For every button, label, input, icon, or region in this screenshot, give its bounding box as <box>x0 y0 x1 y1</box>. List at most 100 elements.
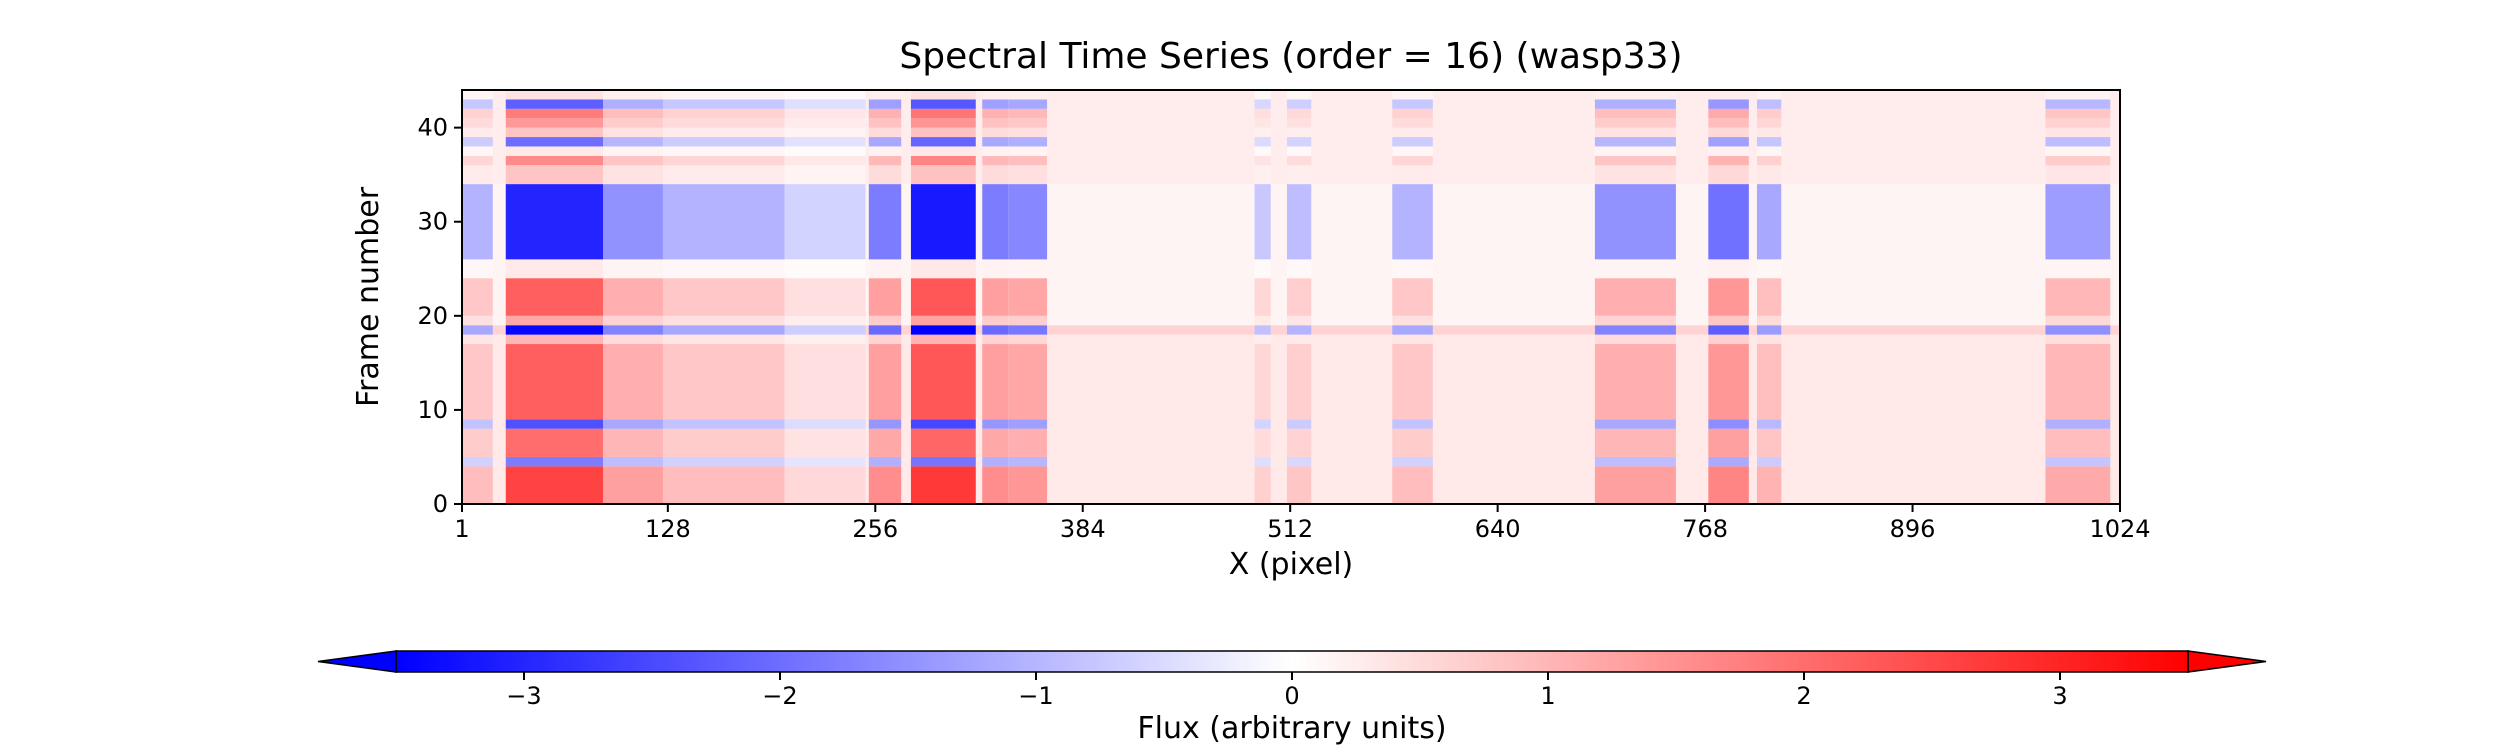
heatmap-cell <box>1708 278 1749 316</box>
heatmap-cell <box>784 127 866 138</box>
heatmap-cell <box>868 419 902 429</box>
heatmap-cell <box>1392 325 1433 335</box>
heatmap-cell <box>1594 334 1676 345</box>
heatmap-cell <box>1594 90 1676 100</box>
heatmap-cell <box>1254 419 1271 429</box>
heatmap-cell <box>1594 108 1676 119</box>
heatmap-cell <box>1392 344 1433 420</box>
heatmap-cell <box>1286 456 1312 467</box>
heatmap-cell <box>662 428 785 457</box>
heatmap-cell <box>1254 259 1271 279</box>
x-tick-label: 1024 <box>2089 515 2150 543</box>
heatmap-cell <box>1286 466 1312 504</box>
heatmap-cell <box>505 99 604 109</box>
heatmap-cell <box>982 344 1009 420</box>
heatmap-cell <box>1756 127 1782 138</box>
heatmap-cell <box>784 278 866 316</box>
heatmap-cell <box>1008 334 1048 345</box>
heatmap-cell <box>982 259 1009 279</box>
heatmap-cell <box>1594 419 1676 429</box>
heatmap-cell <box>784 325 866 335</box>
heatmap-cell <box>603 127 663 138</box>
heatmap-cell <box>1286 146 1312 156</box>
heatmap-cell <box>662 137 785 147</box>
heatmap-cell <box>1708 419 1749 429</box>
heatmap-cell <box>1594 278 1676 316</box>
colorbar-label: Flux (arbitrary units) <box>1137 711 1446 746</box>
heatmap-cell <box>910 108 976 119</box>
heatmap-cell <box>662 165 785 185</box>
heatmap-cell <box>868 456 902 467</box>
heatmap-cell <box>1594 259 1676 279</box>
heatmap-cell <box>868 127 902 138</box>
heatmap-cell <box>982 466 1009 504</box>
heatmap-cell <box>662 278 785 316</box>
heatmap-cell <box>1756 419 1782 429</box>
heatmap-cell <box>462 127 493 138</box>
heatmap-cell <box>1708 108 1749 119</box>
heatmap-cell <box>505 108 604 119</box>
heatmap-cell <box>910 334 976 345</box>
heatmap-cell <box>505 90 604 100</box>
heatmap-cell <box>462 146 493 156</box>
heatmap-cell <box>784 165 866 185</box>
heatmap-cell <box>2045 90 2111 100</box>
colorbar-tick-label: 2 <box>1796 682 1811 710</box>
heatmap-cell <box>1254 325 1271 335</box>
heatmap-cell <box>982 155 1009 166</box>
heatmap-cell <box>1008 165 1048 185</box>
colorbar-tick-label: 3 <box>2052 682 2067 710</box>
heatmap-cell <box>462 118 493 128</box>
heatmap-cell <box>1594 315 1676 326</box>
heatmap-cell <box>1392 165 1433 185</box>
heatmap-cell <box>868 466 902 504</box>
heatmap-cell <box>910 456 976 467</box>
heatmap-cell <box>868 118 902 128</box>
heatmap-cell <box>2045 99 2111 109</box>
heatmap-cell <box>868 155 902 166</box>
heatmap-cell <box>784 118 866 128</box>
heatmap-cell <box>1392 456 1433 467</box>
heatmap-cell <box>910 419 976 429</box>
heatmap-cell <box>1286 90 1312 100</box>
heatmap-cell <box>662 466 785 504</box>
heatmap-cell <box>2045 325 2111 335</box>
heatmap-cell <box>910 428 976 457</box>
heatmap-cell <box>868 325 902 335</box>
heatmap-cell <box>2045 334 2111 345</box>
heatmap-cell <box>505 155 604 166</box>
heatmap-cell <box>982 184 1009 260</box>
heatmap-cell <box>1756 146 1782 156</box>
heatmap-cell <box>1254 118 1271 128</box>
heatmap-cell <box>1286 118 1312 128</box>
y-tick-label: 0 <box>433 490 448 518</box>
heatmap-cell <box>982 456 1009 467</box>
heatmap-cell <box>784 108 866 119</box>
heatmap-cell <box>1254 315 1271 326</box>
heatmap-cell <box>462 315 493 326</box>
heatmap-cell <box>1756 278 1782 316</box>
colorbar-extend-high <box>2187 650 2267 673</box>
heatmap-cell <box>982 315 1009 326</box>
heatmap-cell <box>868 315 902 326</box>
heatmap-cell <box>662 259 785 279</box>
heatmap-cell <box>505 428 604 457</box>
heatmap-cell <box>1254 278 1271 316</box>
heatmap-cell <box>662 419 785 429</box>
colorbar-tick-label: 0 <box>1284 682 1299 710</box>
heatmap-cell <box>1708 165 1749 185</box>
heatmap-cell <box>784 419 866 429</box>
heatmap-cell <box>1254 165 1271 185</box>
heatmap-cell <box>868 278 902 316</box>
heatmap-cell <box>1756 428 1782 457</box>
heatmap-cell <box>662 90 785 100</box>
heatmap-cell <box>1708 127 1749 138</box>
heatmap-cell <box>603 90 663 100</box>
heatmap-cell <box>1392 127 1433 138</box>
heatmap-cell <box>1756 344 1782 420</box>
heatmap-cell <box>1392 146 1433 156</box>
heatmap-cell <box>1254 334 1271 345</box>
heatmap-cell <box>662 315 785 326</box>
heatmap-cell <box>2045 146 2111 156</box>
